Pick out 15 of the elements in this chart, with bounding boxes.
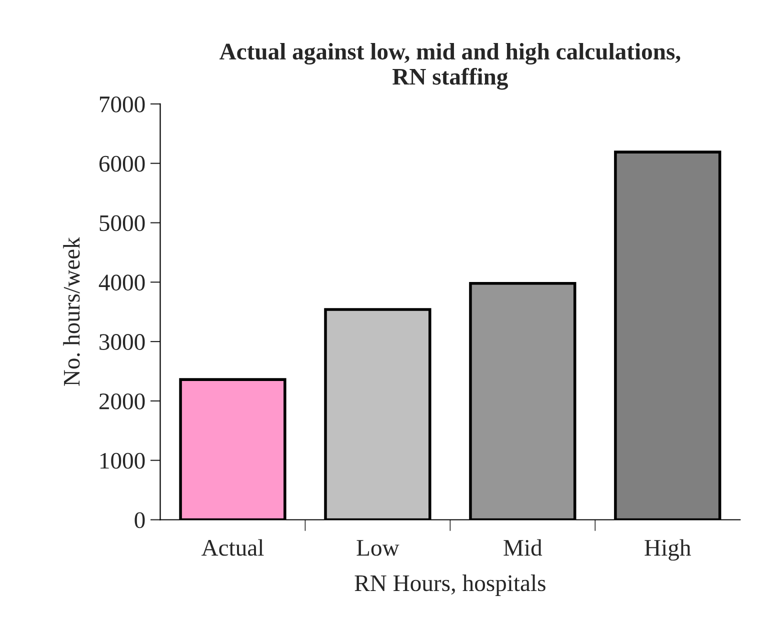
x-tick-label: Mid [504, 539, 542, 556]
y-tick-label: 0 [134, 512, 145, 528]
y-tick-label: 4000 [98, 274, 145, 291]
chart-title: Actual against low, mid and high calculations, RN staffing [220, 42, 680, 90]
y-tick-label: 6000 [99, 156, 145, 172]
y-tick-label: 7000 [100, 96, 145, 112]
y-tick-label: 1000 [100, 452, 145, 469]
y-tick-label: 3000 [100, 334, 145, 350]
x-tick-label: High [644, 539, 691, 561]
x-tick-label: Actual [201, 539, 264, 556]
x-tick-label: Low [356, 540, 400, 556]
y-tick-label: 2000 [99, 393, 145, 410]
y-axis-title: No. hours/week [63, 237, 80, 386]
y-tick-label: 5000 [100, 215, 145, 232]
x-axis-title: RN Hours, hospitals [354, 574, 546, 596]
